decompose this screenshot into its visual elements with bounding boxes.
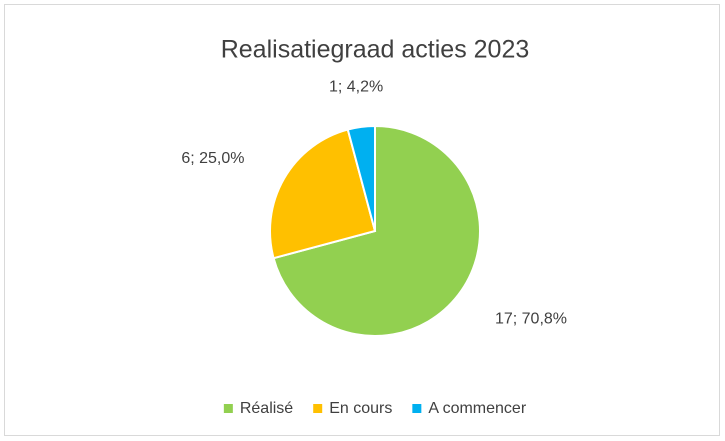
legend-label: A commencer: [428, 400, 526, 417]
legend-label: Réalisé: [240, 400, 293, 417]
pie-slice: [272, 124, 481, 337]
data-label: 1; 4,2%: [329, 79, 383, 96]
chart-title: Realisatiegraad acties 2023: [221, 36, 530, 64]
data-label: 17; 70,8%: [495, 310, 567, 327]
legend-label: En cours: [329, 400, 392, 417]
legend-swatch: [223, 404, 233, 413]
pie-slice: [269, 128, 377, 260]
legend-swatch: [313, 404, 323, 413]
data-label: 6; 25,0%: [181, 150, 244, 167]
pie-slice: [346, 124, 376, 232]
legend-swatch: [412, 404, 422, 413]
